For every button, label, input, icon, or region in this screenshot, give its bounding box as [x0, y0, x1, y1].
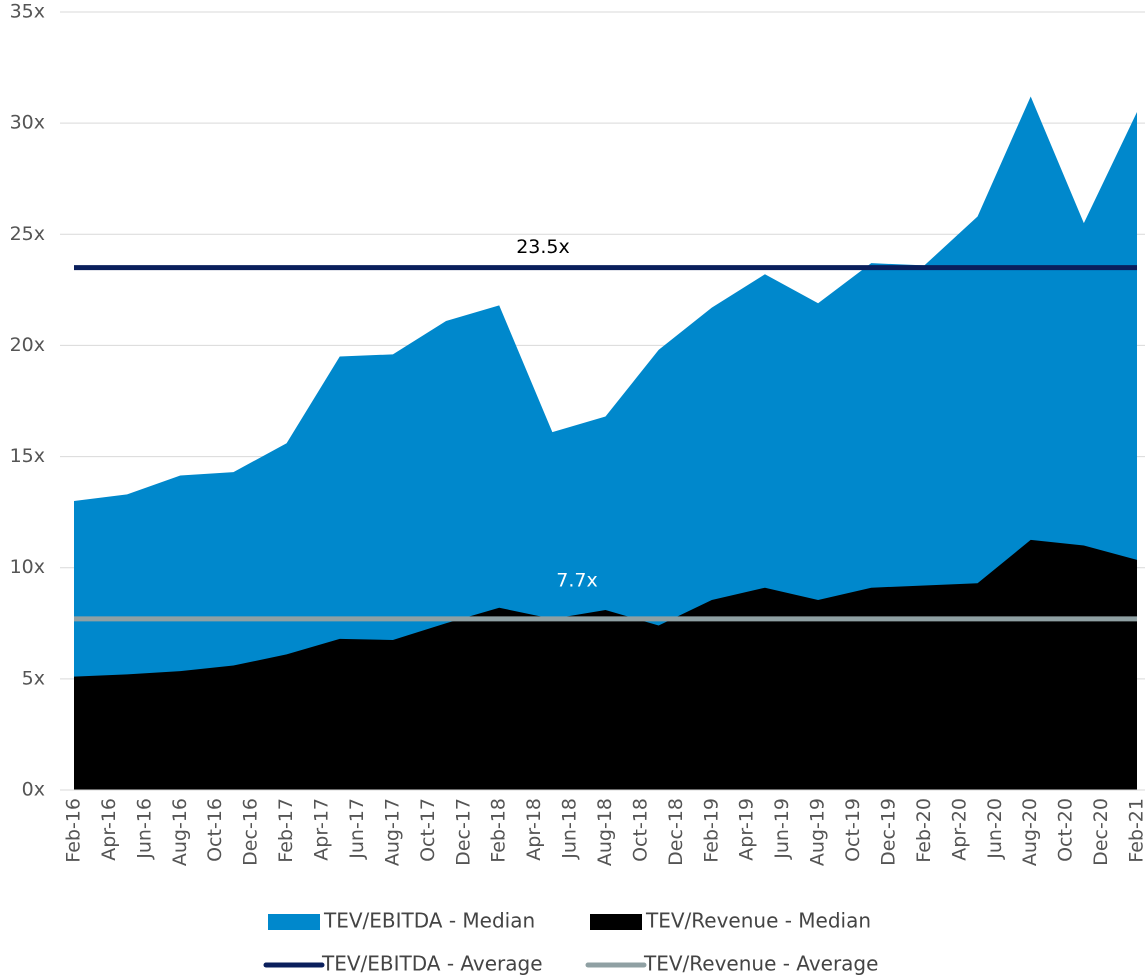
- x-tick-label: Jun-17: [346, 798, 368, 860]
- y-tick-label: 20x: [10, 334, 45, 356]
- x-tick-label: Aug-16: [169, 798, 191, 866]
- x-tick-label: Apr-19: [736, 798, 758, 861]
- x-tick-label: Oct-19: [842, 798, 864, 862]
- x-tick-label: Dec-17: [452, 798, 474, 866]
- y-tick-label: 0x: [22, 779, 45, 801]
- legend-swatch: [268, 914, 320, 930]
- x-tick-label: Oct-17: [417, 798, 439, 862]
- x-tick-label: Apr-17: [311, 798, 333, 861]
- x-tick-label: Aug-18: [594, 798, 616, 866]
- legend-swatch: [590, 914, 642, 930]
- average-label: 23.5x: [516, 236, 570, 258]
- x-tick-label: Feb-18: [488, 798, 510, 863]
- average-label: 7.7x: [556, 569, 597, 591]
- x-tick-label: Apr-18: [523, 798, 545, 861]
- y-tick-label: 30x: [10, 112, 45, 134]
- y-tick-label: 15x: [10, 445, 45, 467]
- x-tick-label: Apr-16: [98, 798, 120, 861]
- x-tick-label: Jun-20: [984, 798, 1006, 860]
- y-tick-label: 35x: [10, 1, 45, 23]
- x-tick-label: Jun-18: [559, 798, 581, 860]
- x-tick-label: Aug-17: [381, 798, 403, 866]
- x-tick-label: Oct-18: [629, 798, 651, 862]
- x-tick-label: Oct-20: [1055, 798, 1077, 862]
- x-tick-label: Feb-21: [1126, 798, 1145, 863]
- x-tick-label: Dec-16: [240, 798, 262, 866]
- x-tick-label: Apr-20: [948, 798, 970, 861]
- x-tick-label: Oct-16: [204, 798, 226, 862]
- x-tick-label: Dec-20: [1090, 798, 1112, 866]
- area: [74, 539, 1137, 790]
- x-tick-label: Dec-18: [665, 798, 687, 866]
- x-tick-label: Feb-20: [913, 798, 935, 863]
- x-tick-label: Aug-20: [1019, 798, 1041, 866]
- x-tick-label: Jun-16: [133, 798, 155, 860]
- legend-label: TEV/EBITDA - Median: [323, 909, 535, 933]
- x-tick-label: Feb-19: [700, 798, 722, 863]
- legend-label: TEV/Revenue - Average: [643, 952, 878, 976]
- x-tick-label: Jun-19: [771, 798, 793, 860]
- legend-label: TEV/EBITDA - Average: [321, 952, 543, 976]
- x-tick-label: Aug-19: [807, 798, 829, 866]
- x-tick-label: Feb-16: [63, 798, 85, 863]
- y-tick-label: 25x: [10, 223, 45, 245]
- x-tick-label: Dec-19: [877, 798, 899, 866]
- y-tick-label: 10x: [10, 556, 45, 578]
- legend-label: TEV/Revenue - Median: [645, 909, 871, 933]
- x-tick-label: Feb-17: [275, 798, 297, 863]
- y-tick-label: 5x: [22, 667, 45, 689]
